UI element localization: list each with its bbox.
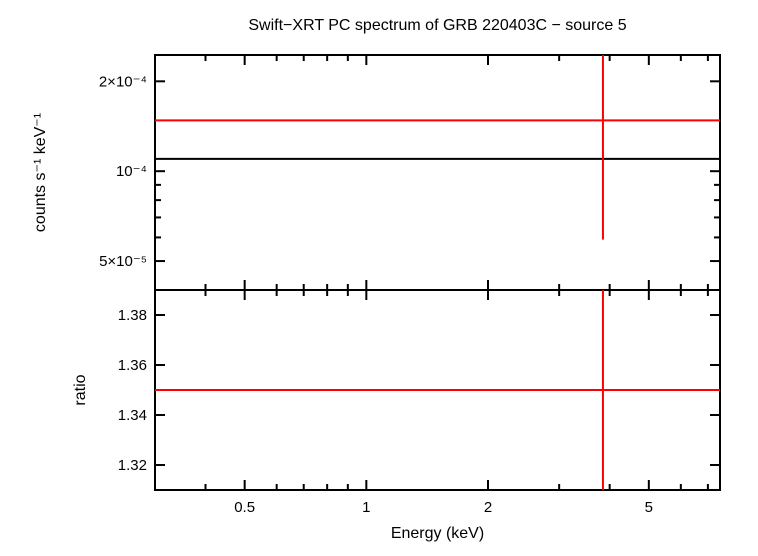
- y-axis-label-top: counts s⁻¹ keV⁻¹: [32, 113, 49, 232]
- y-tick-label-bottom: 1.38: [118, 307, 147, 324]
- y-tick-label-bottom: 1.32: [118, 457, 147, 474]
- x-axis-label: Energy (keV): [391, 525, 484, 542]
- y-tick-label-top: 5×10⁻⁵: [99, 253, 147, 270]
- y-tick-label-top: 2×10⁻⁴: [99, 73, 147, 90]
- y-axis-label-bottom: ratio: [72, 374, 89, 405]
- x-tick-label: 5: [645, 499, 653, 516]
- y-tick-label-top: 10⁻⁴: [116, 163, 147, 180]
- top-panel-frame: [155, 55, 720, 290]
- x-tick-label: 1: [362, 499, 370, 516]
- y-tick-label-bottom: 1.34: [118, 407, 147, 424]
- x-tick-label: 0.5: [234, 499, 255, 516]
- chart-title: Swift−XRT PC spectrum of GRB 220403C − s…: [248, 17, 626, 34]
- chart-container: 0.5 1 2 5 5×10⁻⁵ 10⁻⁴ 2×10⁻⁴ 1.32 1.34 1.36 1.38 Sw…: [0, 0, 758, 556]
- chart-svg: 0.5 1 2 5 5×10⁻⁵ 10⁻⁴ 2×10⁻⁴ 1.32 1.34 1.36 1.38 Sw…: [0, 0, 758, 556]
- x-tick-label: 2: [484, 499, 492, 516]
- y-tick-label-bottom: 1.36: [118, 357, 147, 374]
